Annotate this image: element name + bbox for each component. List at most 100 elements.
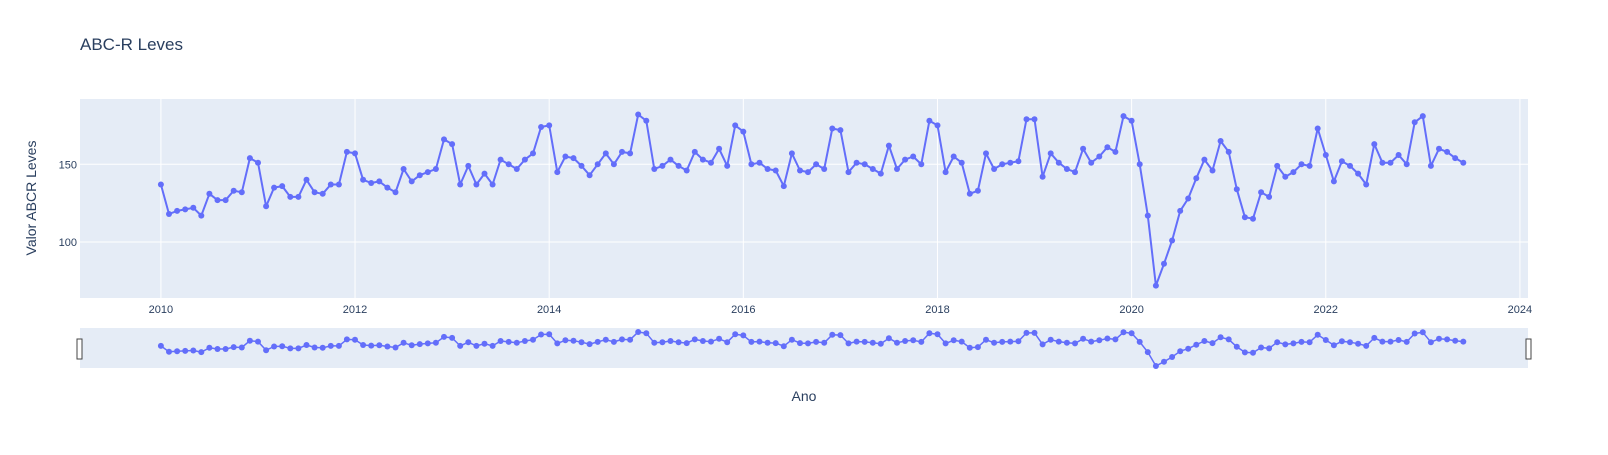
data-point — [1201, 156, 1208, 163]
range-slider-point — [732, 331, 739, 338]
range-slider-point — [1185, 345, 1192, 352]
range-slider-point — [214, 346, 221, 352]
data-point — [788, 150, 795, 157]
range-slider-point — [1282, 341, 1289, 348]
range-slider-point — [635, 329, 642, 335]
data-point — [1371, 141, 1378, 148]
range-slider-point — [230, 344, 237, 351]
range-slider-point — [991, 339, 998, 346]
data-point — [1136, 161, 1143, 168]
range-slider-point — [1371, 334, 1378, 341]
range-slider-point — [570, 337, 577, 344]
data-point — [675, 162, 682, 169]
range-slider-point — [1314, 331, 1321, 338]
range-slider-point — [813, 338, 820, 345]
data-point — [190, 204, 197, 211]
x-tick-label: 2016 — [731, 304, 755, 316]
y-tick-labels: 100 150 — [59, 159, 77, 249]
range-slider-point — [190, 347, 197, 354]
data-point — [271, 184, 278, 191]
data-point — [327, 181, 334, 188]
data-point — [1152, 282, 1159, 289]
range-slider-point — [554, 340, 561, 347]
data-point — [1403, 161, 1410, 168]
data-point — [1452, 155, 1459, 162]
data-point — [861, 161, 868, 168]
series-points[interactable] — [157, 111, 1467, 289]
data-point — [1039, 173, 1046, 180]
range-slider-point — [1209, 340, 1216, 347]
range-slider-point — [699, 338, 706, 344]
data-point — [829, 125, 836, 132]
range-slider-point — [1201, 338, 1208, 344]
data-point — [214, 197, 221, 204]
range-slider-point — [271, 343, 278, 350]
range-slider-point — [756, 338, 763, 345]
range-slider-point — [368, 342, 375, 349]
range-slider-point — [1169, 354, 1176, 360]
range-slider-point — [1233, 343, 1240, 350]
range-slider-point — [521, 338, 528, 344]
data-point — [279, 183, 286, 190]
data-point — [999, 161, 1006, 168]
range-slider-point — [1055, 338, 1062, 345]
data-point — [942, 169, 949, 176]
range-slider-point — [934, 331, 941, 338]
data-point — [408, 178, 415, 185]
data-point — [1104, 144, 1111, 151]
data-point — [513, 166, 520, 172]
range-slider-point — [1177, 348, 1184, 355]
data-point — [1290, 169, 1297, 176]
range-slider-point — [1104, 335, 1111, 342]
range-slider-point — [352, 336, 358, 343]
data-point — [546, 122, 553, 129]
data-point — [627, 150, 634, 157]
range-slider-point — [1250, 349, 1256, 356]
x-tick-label: 2020 — [1119, 304, 1143, 316]
range-slider-points — [157, 329, 1467, 369]
data-point — [538, 124, 545, 130]
range-slider-point — [1080, 335, 1087, 342]
range-slider-point — [1298, 338, 1305, 345]
data-point — [902, 156, 909, 163]
range-slider-point — [1258, 344, 1265, 351]
range-slider-point — [1023, 329, 1030, 336]
data-point — [772, 167, 779, 174]
y-axis-label: Valor ABCR Leves — [23, 141, 39, 256]
range-slider-point — [311, 344, 318, 351]
data-point — [319, 190, 326, 197]
range-slider-point — [1306, 339, 1313, 346]
data-point — [1363, 181, 1370, 188]
data-point — [311, 189, 318, 196]
range-slider-point — [966, 344, 973, 351]
range-slider-point — [441, 333, 447, 340]
data-point — [683, 167, 690, 174]
data-point — [198, 212, 205, 219]
range-slider-point — [1112, 336, 1119, 343]
x-tick-label: 2024 — [1508, 304, 1532, 316]
data-point — [473, 181, 480, 188]
data-point — [748, 161, 755, 168]
range-slider-point — [619, 336, 625, 343]
range-slider-point — [538, 331, 545, 338]
x-tick-label: 2014 — [537, 304, 561, 316]
range-slider-left-handle[interactable] — [76, 338, 83, 360]
range-slider-point — [157, 342, 164, 349]
range-slider-point — [279, 343, 286, 350]
range-slider-point — [594, 338, 601, 345]
range-slider-point — [295, 345, 302, 352]
data-point — [368, 180, 375, 186]
range-slider-point — [1096, 337, 1103, 344]
data-point — [926, 117, 933, 124]
range-slider-point — [392, 344, 399, 351]
range-slider-point — [1161, 358, 1167, 365]
range-slider-point — [772, 340, 779, 347]
data-point — [562, 153, 569, 160]
range-slider-right-handle[interactable] — [1525, 338, 1532, 360]
range-slider-point — [1419, 329, 1426, 336]
range-slider-point — [335, 342, 342, 349]
range-slider-point — [910, 337, 917, 344]
range-slider-point — [708, 338, 714, 345]
data-point — [1047, 150, 1054, 157]
range-slider-point — [449, 334, 456, 341]
